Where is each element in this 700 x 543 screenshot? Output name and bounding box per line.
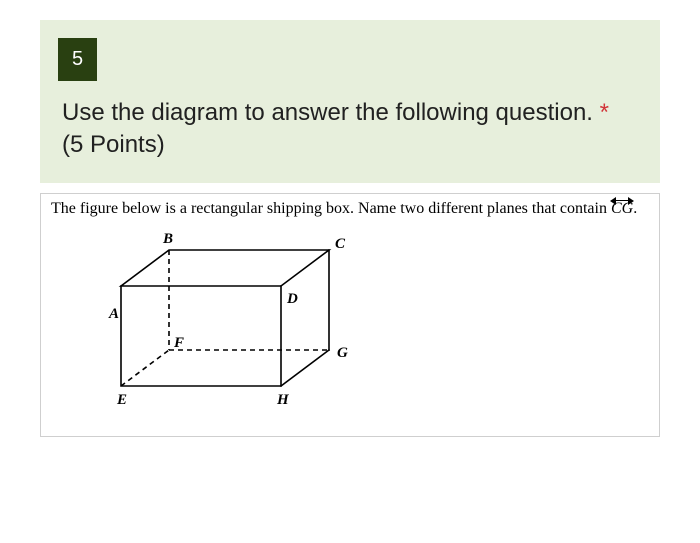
vertex-label-G: G	[337, 345, 348, 361]
vertex-label-A: A	[108, 306, 119, 322]
question-block: 5 Use the diagram to answer the followin…	[40, 20, 660, 183]
diagram: A B C D E F G H	[51, 218, 649, 432]
question-number-badge: 5	[58, 38, 97, 81]
question-prompt-line: Use the diagram to answer the following …	[40, 97, 660, 129]
figure-caption-prefix: The figure below is a rectangular shippi…	[51, 200, 611, 217]
figure-card: The figure below is a rectangular shippi…	[40, 193, 660, 437]
question-number: 5	[72, 48, 83, 70]
vertex-label-F: F	[173, 335, 184, 351]
vertex-label-H: H	[276, 392, 290, 408]
required-marker: *	[600, 99, 609, 126]
box-svg: A B C D E F G H	[91, 226, 391, 426]
vertex-label-B: B	[162, 231, 173, 247]
question-prompt: Use the diagram to answer the following …	[62, 99, 593, 126]
vertex-label-D: D	[286, 291, 298, 307]
figure-caption: The figure below is a rectangular shippi…	[51, 200, 649, 218]
vertex-label-E: E	[116, 392, 127, 408]
page: 5 Use the diagram to answer the followin…	[0, 0, 700, 543]
points-label: (5 Points)	[40, 129, 660, 159]
vertex-label-C: C	[335, 236, 346, 252]
